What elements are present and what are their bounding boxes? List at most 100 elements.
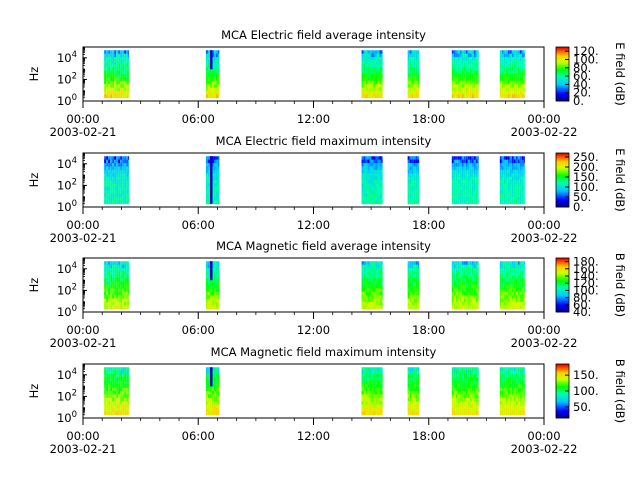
y-tick-label: 102 <box>57 177 77 192</box>
spectrogram-cell <box>110 196 113 201</box>
spectrogram-cell <box>511 156 514 161</box>
colorbar-cell <box>556 75 569 78</box>
spectrogram-cell <box>116 156 119 161</box>
spectrogram-cell <box>407 67 410 71</box>
spectrogram-cell <box>217 281 220 286</box>
spectrogram-cell <box>375 301 378 306</box>
spectrogram-cell <box>215 80 218 85</box>
spectrogram-cell <box>217 169 220 174</box>
spectrogram-cell <box>381 404 383 409</box>
spectrogram-cell <box>114 397 117 402</box>
spectrogram-cell <box>114 159 117 164</box>
spectrogram-cell <box>369 90 372 95</box>
spectrogram-cell <box>459 301 462 306</box>
spectrogram-cell <box>523 166 525 171</box>
spectrogram-cell <box>473 190 476 194</box>
spectrogram-cell <box>415 397 418 402</box>
spectrogram-cell <box>499 190 502 194</box>
spectrogram-cell <box>475 377 478 382</box>
spectrogram-cell <box>120 169 123 174</box>
spectrogram-cell <box>211 288 214 293</box>
spectrogram-cell <box>475 261 478 266</box>
spectrogram-cell <box>371 159 374 164</box>
spectrogram-cell <box>120 74 123 78</box>
spectrogram-cell <box>521 397 524 402</box>
spectrogram-cell <box>120 295 123 299</box>
spectrogram-cell <box>503 384 506 388</box>
spectrogram-cell <box>453 264 456 269</box>
spectrogram-cell <box>110 380 113 385</box>
spectrogram-cell <box>415 196 418 201</box>
spectrogram-cell <box>469 401 472 405</box>
colorbar-cell <box>556 74 569 76</box>
spectrogram-cell <box>373 384 376 388</box>
spectrogram-cell <box>122 173 125 177</box>
spectrogram-cell <box>511 173 514 177</box>
spectrogram-cell <box>515 163 518 167</box>
spectrogram-cell <box>114 401 117 405</box>
spectrogram-cell <box>455 53 458 58</box>
spectrogram-cell <box>108 84 111 88</box>
spectrogram-cell <box>457 193 460 198</box>
colorbar-cell <box>556 71 569 73</box>
spectrogram-cell <box>467 200 470 205</box>
spectrogram-cell <box>509 70 512 75</box>
spectrogram-cell <box>505 391 508 395</box>
spectrogram-cell <box>513 94 516 99</box>
spectrogram-cell <box>477 377 479 382</box>
spectrogram-cell <box>513 367 516 372</box>
spectrogram-cell <box>409 57 412 61</box>
spectrogram-cell <box>455 190 458 194</box>
spectrogram-cell <box>515 380 518 385</box>
spectrogram-cell <box>213 159 216 164</box>
colorbar-cell <box>556 290 569 292</box>
spectrogram-cell <box>124 291 127 296</box>
spectrogram-cell <box>365 374 368 378</box>
colorbar-cell <box>556 198 569 201</box>
colorbar-cell <box>556 81 569 83</box>
spectrogram-cell <box>122 166 125 171</box>
spectrogram-cell <box>377 278 380 282</box>
spectrogram-cell <box>519 370 522 375</box>
spectrogram-cell <box>363 394 366 399</box>
spectrogram-cell <box>501 173 504 177</box>
spectrogram-cell <box>365 84 368 88</box>
spectrogram-cell <box>463 87 466 92</box>
colorbar-cell <box>556 294 569 297</box>
spectrogram-cell <box>106 288 109 293</box>
spectrogram-cell <box>118 295 121 299</box>
spectrogram-cell <box>209 87 212 92</box>
colorbar-cell <box>556 192 569 194</box>
spectrogram-cell <box>477 200 479 205</box>
spectrogram-cell <box>375 394 378 399</box>
spectrogram-cell <box>521 271 524 276</box>
spectrogram-cell <box>122 176 125 181</box>
colorbar-cell <box>556 180 569 182</box>
spectrogram-cell <box>373 298 376 303</box>
spectrogram-cell <box>411 391 414 395</box>
spectrogram-cell <box>517 288 520 293</box>
spectrogram-cell <box>205 268 208 272</box>
spectrogram-cell <box>465 274 468 279</box>
spectrogram-cell <box>471 281 474 286</box>
spectrogram-cell <box>513 193 516 198</box>
spectrogram-cell <box>407 295 410 299</box>
spectrogram-cell <box>211 397 214 402</box>
colorbar-cell <box>556 82 569 84</box>
spectrogram-cell <box>215 63 218 68</box>
spectrogram-cell <box>451 377 454 382</box>
spectrogram-cell <box>413 196 416 201</box>
spectrogram-cell <box>469 298 472 303</box>
spectrogram-cell <box>361 404 364 409</box>
spectrogram-cell <box>503 391 506 395</box>
spectrogram-cell <box>217 305 220 310</box>
spectrogram-cell <box>371 80 374 85</box>
spectrogram-cell <box>453 53 456 58</box>
spectrogram-cell <box>124 196 127 201</box>
spectrogram-cell <box>509 268 512 272</box>
spectrogram-cell <box>455 57 458 61</box>
spectrogram-cell <box>521 87 524 92</box>
spectrogram-cell <box>407 87 410 92</box>
spectrogram-cell <box>451 200 454 205</box>
spectrogram-cell <box>120 176 123 181</box>
